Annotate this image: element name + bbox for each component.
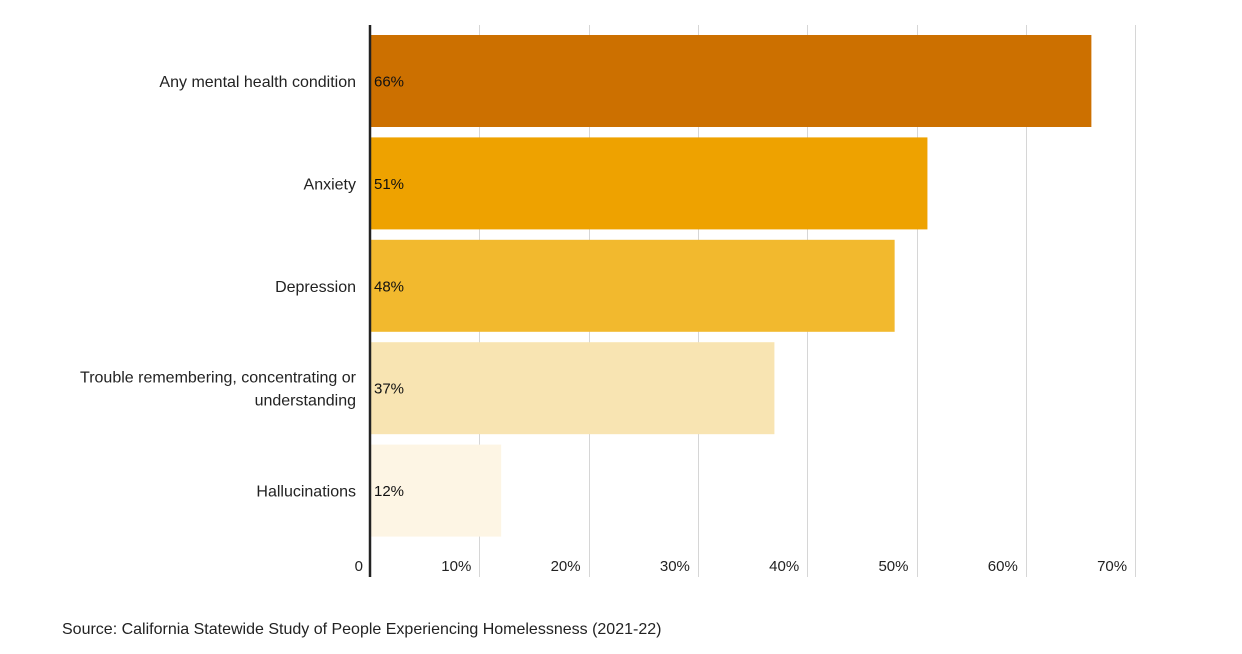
category-labels: Any mental health condition Anxiety Depres… [80,74,357,501]
bar-3 [370,342,775,435]
bars [370,35,1092,537]
bar-1 [370,137,928,230]
bar-0 [370,35,1092,127]
x-tick-label-4: 40% [769,558,799,575]
category-label-3: Trouble remembering, concentrating or und… [80,370,357,410]
category-label-4: Hallucinations [256,484,356,501]
data-label-2: 48% [374,278,404,295]
category-label-0: Any mental health condition [159,74,356,91]
x-axis-ticks: 0 10% 20% 30% 40% 50% 60% 70% [355,558,1127,575]
category-label-2-line-0: Depression [275,279,356,296]
x-tick-label-6: 60% [988,558,1018,575]
data-label-1: 51% [374,176,404,193]
x-tick-label-7: 70% [1097,558,1127,575]
data-labels: 66% 51% 48% 37% 12% [374,74,404,501]
x-tick-label-2: 20% [551,558,581,575]
data-label-0: 66% [374,74,404,91]
category-label-0-line-0: Any mental health condition [159,74,356,91]
category-label-1-line-0: Anxiety [304,176,356,193]
x-tick-label-1: 10% [441,558,471,575]
x-tick-label-5: 50% [878,558,908,575]
category-label-4-line-0: Hallucinations [256,484,356,501]
bar-2 [370,239,895,332]
category-label-2: Depression [275,279,356,296]
data-label-3: 37% [374,381,404,398]
category-label-1: Anxiety [304,176,356,193]
source-note: Source: California Statewide Study of Pe… [62,621,662,638]
bar-chart: Any mental health condition Anxiety Depres… [80,25,1136,577]
x-tick-label-0: 0 [355,558,363,575]
data-label-4: 12% [374,483,404,500]
bar-4 [370,444,502,537]
x-tick-label-3: 30% [660,558,690,575]
category-label-3-line-0: Trouble remembering, concentrating or [80,370,357,387]
category-label-3-line-1: understanding [255,393,356,410]
